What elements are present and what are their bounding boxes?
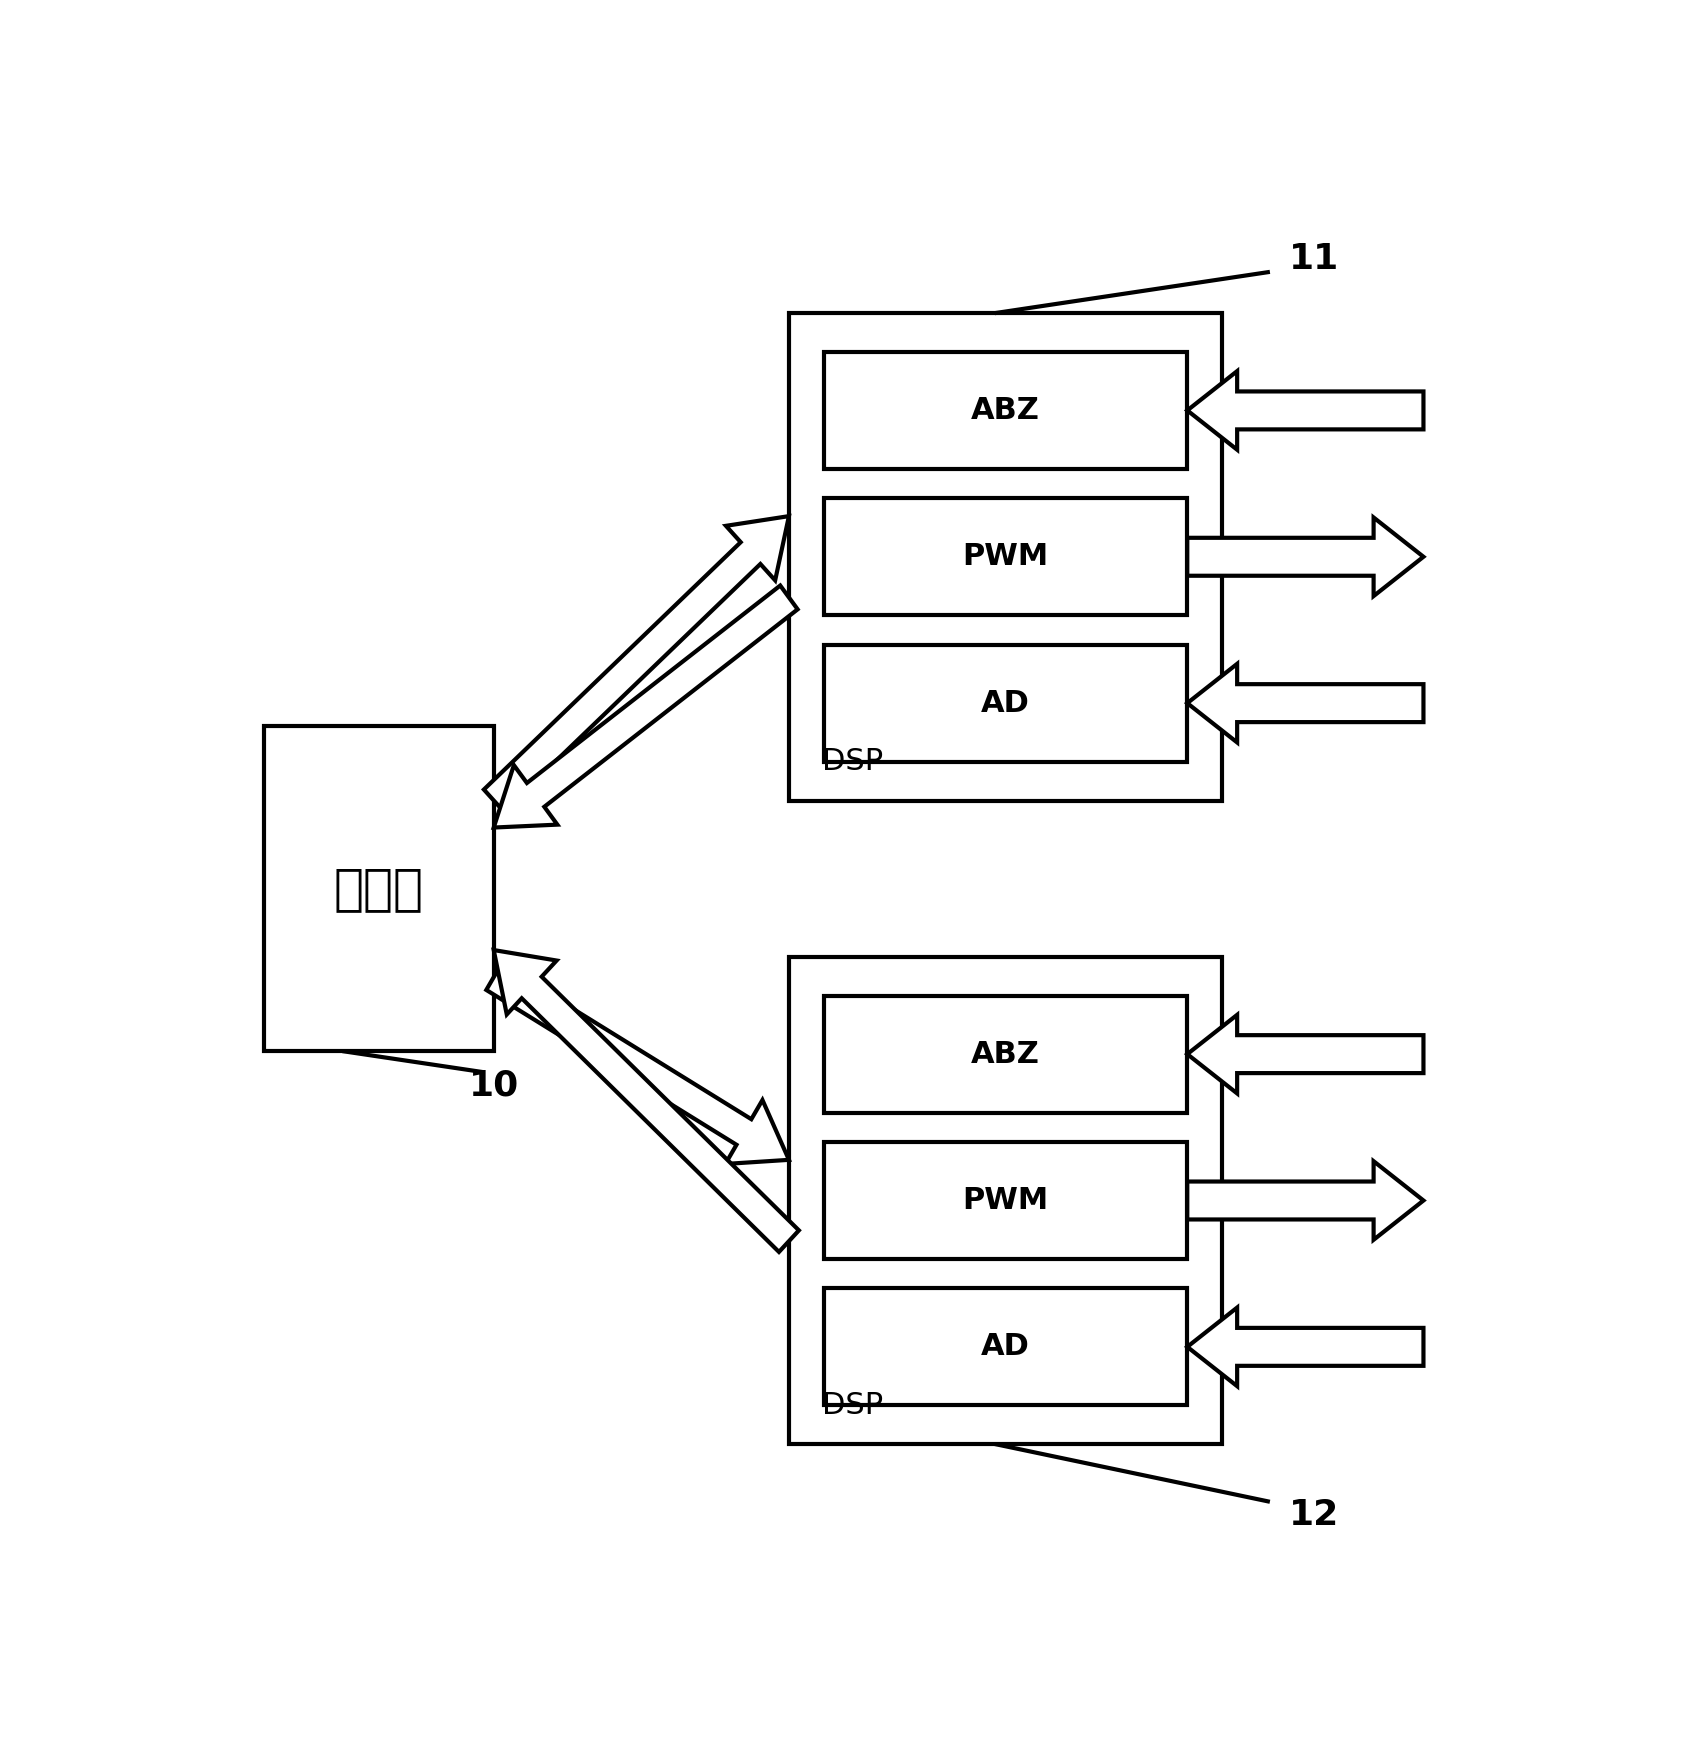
Text: AD: AD <box>980 1332 1029 1360</box>
Bar <box>789 313 1222 801</box>
Text: ABZ: ABZ <box>972 1040 1040 1068</box>
Bar <box>823 352 1187 468</box>
Text: ABZ: ABZ <box>972 396 1040 424</box>
Text: DSP: DSP <box>821 1390 882 1420</box>
Bar <box>823 644 1187 762</box>
Polygon shape <box>1187 664 1424 743</box>
Text: 12: 12 <box>1288 1498 1339 1531</box>
Bar <box>789 957 1222 1445</box>
Text: AD: AD <box>980 688 1029 718</box>
Bar <box>823 996 1187 1112</box>
Polygon shape <box>1187 1308 1424 1387</box>
Text: PWM: PWM <box>962 542 1048 572</box>
Bar <box>823 1288 1187 1406</box>
Polygon shape <box>1187 1016 1424 1093</box>
Text: 11: 11 <box>1288 241 1339 276</box>
Text: DSP: DSP <box>821 748 882 776</box>
Polygon shape <box>1187 1162 1424 1239</box>
Text: 上位机: 上位机 <box>334 864 423 913</box>
Bar <box>823 498 1187 616</box>
Bar <box>823 1142 1187 1258</box>
Polygon shape <box>494 950 799 1251</box>
Polygon shape <box>1187 517 1424 597</box>
Polygon shape <box>484 516 789 811</box>
Polygon shape <box>486 964 789 1163</box>
Polygon shape <box>494 586 797 827</box>
Polygon shape <box>1187 371 1424 451</box>
Bar <box>264 727 494 1051</box>
Text: 10: 10 <box>469 1068 518 1102</box>
Text: PWM: PWM <box>962 1186 1048 1214</box>
